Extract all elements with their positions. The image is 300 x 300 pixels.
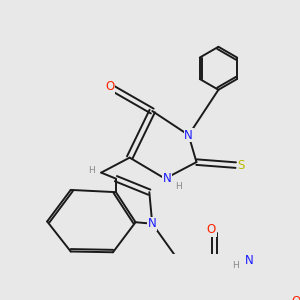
Text: S: S: [237, 159, 244, 172]
Text: O: O: [106, 80, 115, 93]
Text: H: H: [88, 167, 95, 176]
Text: N: N: [244, 254, 253, 267]
Text: O: O: [207, 224, 216, 236]
Text: N: N: [148, 217, 157, 230]
Text: N: N: [184, 129, 193, 142]
Text: N: N: [162, 172, 171, 185]
Text: H: H: [232, 261, 239, 270]
Text: O: O: [291, 295, 300, 300]
Text: H: H: [175, 182, 181, 191]
